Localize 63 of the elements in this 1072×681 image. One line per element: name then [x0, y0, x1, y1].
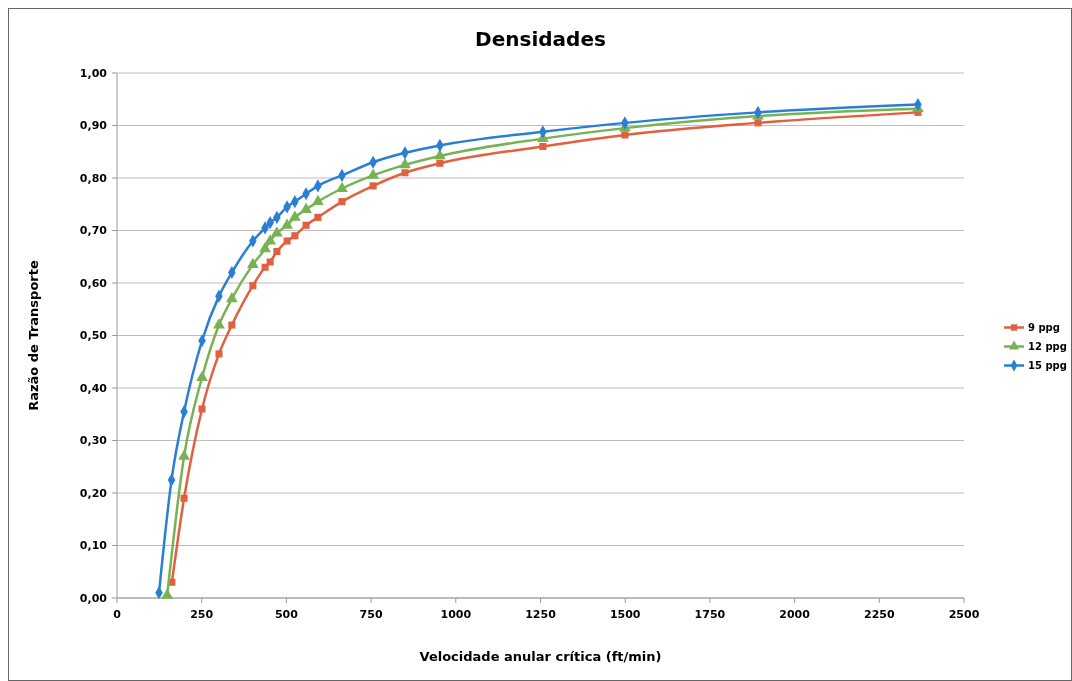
- x-tick-label: 1750: [694, 608, 726, 621]
- x-tick-label: 750: [359, 608, 383, 621]
- legend-label: 9 ppg: [1028, 322, 1060, 333]
- point: [215, 350, 223, 358]
- point: [399, 158, 411, 169]
- point: [178, 449, 190, 460]
- point: [213, 318, 225, 329]
- point: [336, 181, 348, 192]
- x-tick-label: 2500: [948, 608, 980, 621]
- legend-label: 12 ppg: [1028, 341, 1067, 352]
- point: [271, 226, 283, 237]
- point: [300, 202, 312, 213]
- point: [401, 169, 409, 177]
- point: [312, 194, 324, 206]
- chart-title: Densidades: [475, 27, 606, 51]
- point: [338, 198, 346, 206]
- point: [259, 242, 271, 253]
- y-tick-label: 0,80: [79, 171, 108, 185]
- point: [225, 291, 238, 303]
- point: [264, 234, 277, 245]
- point: [436, 159, 444, 167]
- point: [288, 210, 301, 221]
- point: [228, 321, 236, 329]
- point: [314, 213, 322, 221]
- point: [291, 232, 299, 240]
- y-tick-label: 0,40: [79, 381, 108, 395]
- point: [283, 237, 291, 245]
- y-axis-title: Razão de Transporte: [26, 260, 41, 411]
- y-tick-label: 0,50: [79, 329, 108, 343]
- x-axis-title: Velocidade anular crítica (ft/min): [419, 649, 662, 664]
- point: [433, 149, 446, 160]
- x-tick-label: 250: [190, 608, 214, 621]
- point: [367, 168, 380, 179]
- x-tick-label: 2250: [863, 608, 895, 621]
- legend-label: 15 ppg: [1028, 360, 1067, 371]
- y-tick-label: 0,70: [79, 224, 108, 238]
- point: [281, 218, 293, 229]
- point: [246, 257, 259, 269]
- y-tick-label: 0,20: [79, 486, 108, 500]
- x-tick-label: 0: [113, 608, 122, 621]
- point: [180, 494, 188, 502]
- x-tick-label: 1250: [525, 608, 557, 621]
- point: [198, 405, 206, 413]
- point: [539, 142, 547, 151]
- point: [369, 182, 377, 190]
- point: [161, 588, 174, 599]
- point: [261, 263, 269, 271]
- y-tick-label: 0,10: [79, 539, 108, 553]
- y-tick-label: 0,90: [79, 119, 108, 133]
- y-tick-label: 0,60: [79, 276, 108, 290]
- point: [196, 370, 208, 381]
- y-tick-label: 0,00: [79, 591, 108, 605]
- y-tick-label: 0,30: [79, 434, 108, 448]
- point: [754, 119, 762, 127]
- point: [302, 221, 310, 229]
- point: [249, 282, 257, 290]
- point: [266, 258, 274, 266]
- point: [273, 247, 281, 256]
- y-tick-label: 1,00: [79, 66, 108, 80]
- x-tick-label: 2000: [779, 608, 811, 621]
- x-tick-label: 1500: [609, 608, 641, 621]
- x-tick-label: 500: [274, 608, 299, 621]
- x-tick-label: 1000: [440, 608, 472, 621]
